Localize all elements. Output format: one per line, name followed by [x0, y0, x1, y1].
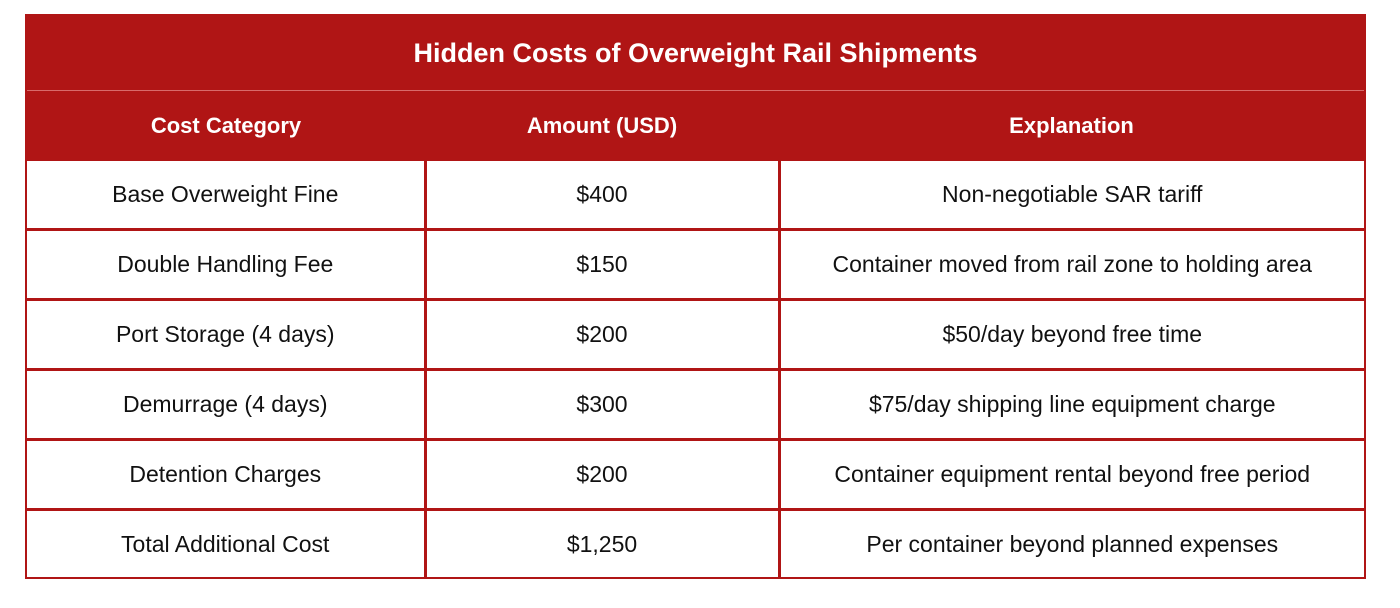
cell-category: Detention Charges: [27, 438, 425, 510]
header-explanation: Explanation: [779, 91, 1364, 161]
cell-category: Demurrage (4 days): [27, 368, 425, 440]
cost-table: Cost Category Amount (USD) Explanation B…: [27, 91, 1364, 578]
table-row: Demurrage (4 days) $300 $75/day shipping…: [27, 368, 1364, 440]
header-row: Cost Category Amount (USD) Explanation: [27, 91, 1364, 161]
cell-amount: $200: [423, 438, 779, 510]
table-row-total: Total Additional Cost $1,250 Per contain…: [27, 508, 1364, 578]
cell-explanation: Per container beyond planned expenses: [777, 508, 1364, 578]
cost-table-container: Hidden Costs of Overweight Rail Shipment…: [25, 14, 1366, 579]
cell-category: Base Overweight Fine: [112, 181, 339, 207]
table-row: Double Handling Fee $150 Container moved…: [27, 228, 1364, 300]
cell-explanation: Non-negotiable SAR tariff: [777, 161, 1364, 230]
cell-amount: $300: [423, 368, 779, 440]
table-row: Port Storage (4 days) $200 $50/day beyon…: [27, 298, 1364, 370]
cell-explanation: $50/day beyond free time: [777, 298, 1364, 370]
cell-amount: $150: [423, 228, 779, 300]
header-cost-category: Cost Category: [27, 91, 425, 161]
cell-category: Double Handling Fee: [27, 228, 425, 300]
table-row: Base Overweight Fine $400 Non-negotiable…: [27, 161, 1364, 230]
header-amount: Amount (USD): [425, 91, 779, 161]
table-row: Detention Charges $200 Container equipme…: [27, 438, 1364, 510]
cell-explanation: Container equipment rental beyond free p…: [777, 438, 1364, 510]
cell-amount: $200: [423, 298, 779, 370]
cell-amount: $1,250: [423, 508, 779, 578]
cell-explanation: Container moved from rail zone to holdin…: [777, 228, 1364, 300]
cell-explanation: $75/day shipping line equipment charge: [777, 368, 1364, 440]
cell-category: Port Storage (4 days): [27, 298, 425, 370]
cell-amount: $400: [423, 161, 779, 230]
table-title: Hidden Costs of Overweight Rail Shipment…: [27, 16, 1364, 91]
cell-category: Total Additional Cost: [27, 508, 425, 578]
